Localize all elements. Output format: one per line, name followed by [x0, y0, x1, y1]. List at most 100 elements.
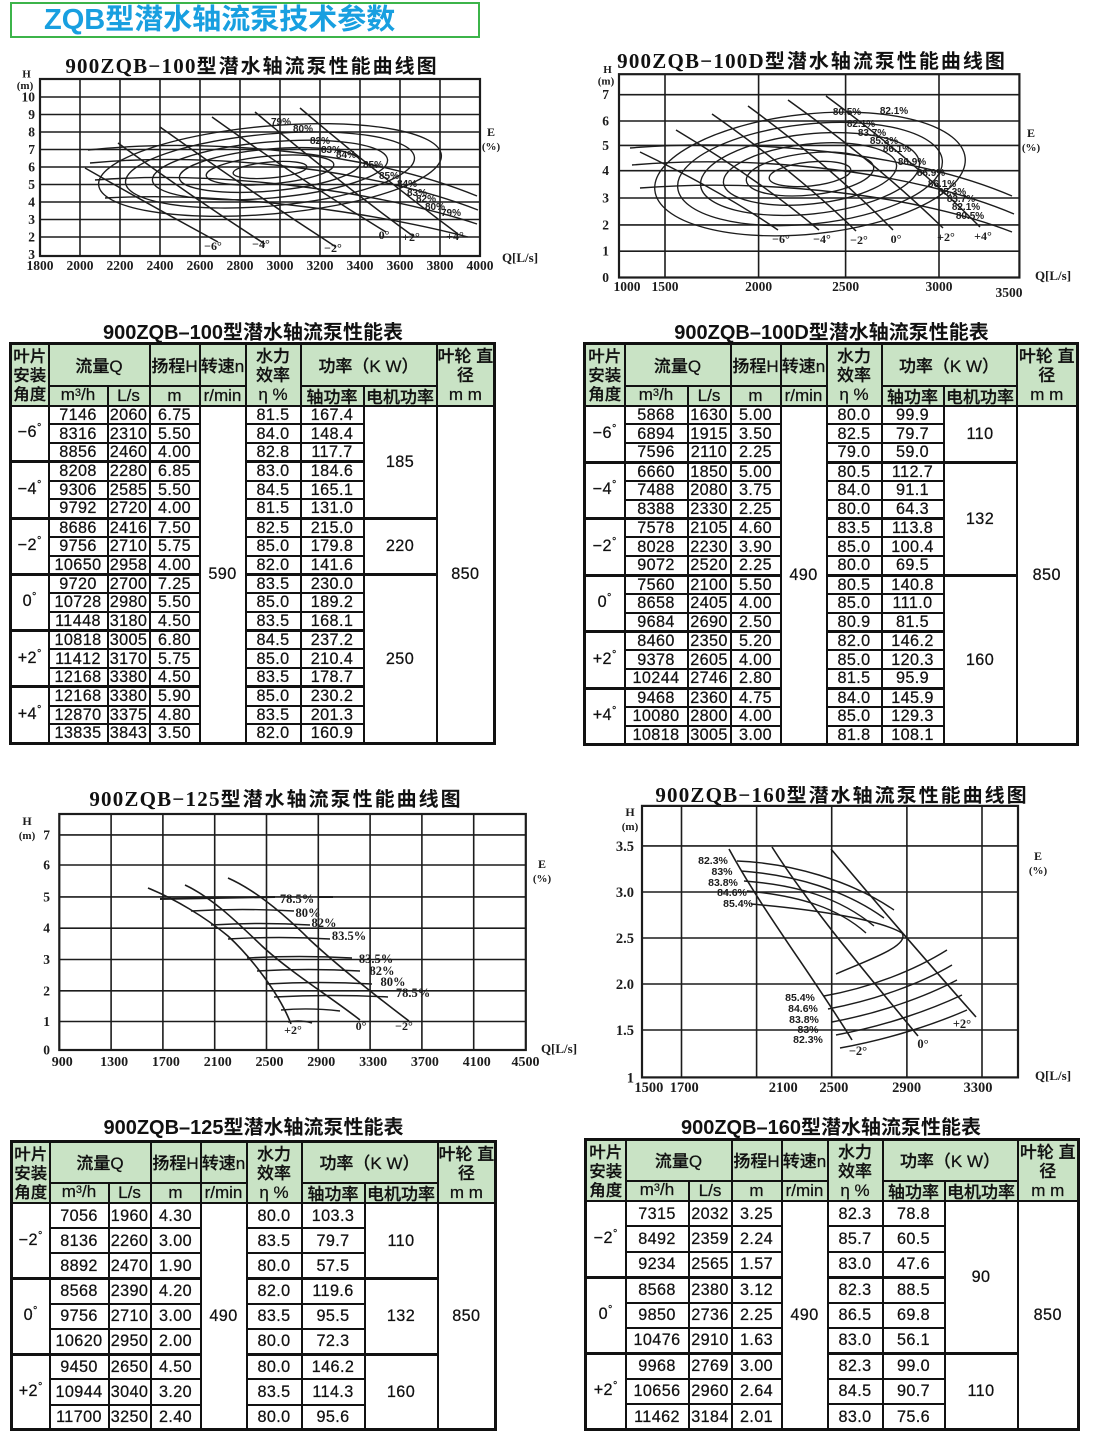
svg-text:5: 5 — [43, 889, 50, 904]
svg-text:2: 2 — [602, 217, 609, 232]
svg-text:3.0: 3.0 — [616, 885, 634, 901]
svg-text:3500: 3500 — [996, 285, 1023, 300]
svg-text:82%: 82% — [310, 136, 330, 147]
svg-text:4100: 4100 — [463, 1055, 491, 1070]
svg-text:1: 1 — [43, 1014, 50, 1029]
svg-text:2900: 2900 — [307, 1055, 335, 1070]
svg-text:0°: 0° — [356, 1019, 367, 1033]
svg-text:82%: 82% — [416, 194, 436, 205]
svg-text:83.7%: 83.7% — [858, 128, 886, 139]
svg-text:1800: 1800 — [27, 258, 54, 273]
svg-text:84.6%: 84.6% — [717, 887, 747, 899]
svg-text:2100: 2100 — [204, 1055, 232, 1070]
svg-text:−4°: −4° — [813, 232, 831, 246]
svg-text:3600: 3600 — [387, 258, 414, 273]
svg-text:(%): (%) — [533, 873, 552, 885]
svg-text:79%: 79% — [271, 117, 291, 128]
svg-text:1500: 1500 — [634, 1080, 663, 1096]
svg-text:(m): (m) — [17, 80, 34, 92]
svg-text:3: 3 — [28, 212, 35, 227]
svg-text:85.3%: 85.3% — [870, 136, 898, 147]
svg-text:5: 5 — [602, 138, 609, 153]
svg-text:2500: 2500 — [256, 1055, 284, 1070]
svg-text:4: 4 — [602, 163, 609, 178]
svg-text:85.3%: 85.3% — [938, 187, 966, 198]
svg-text:80%: 80% — [293, 124, 313, 135]
svg-text:0: 0 — [602, 270, 609, 285]
svg-text:80%: 80% — [425, 202, 445, 213]
svg-text:84.6%: 84.6% — [788, 1003, 818, 1015]
svg-text:6: 6 — [43, 858, 50, 873]
svg-text:3000: 3000 — [267, 258, 294, 273]
svg-text:4: 4 — [28, 195, 35, 210]
svg-text:2000: 2000 — [67, 258, 94, 273]
svg-text:900ZQB−100型潜水轴流泵性能曲线图: 900ZQB−100型潜水轴流泵性能曲线图 — [65, 50, 438, 79]
svg-text:80.5%: 80.5% — [833, 107, 861, 118]
svg-text:1000: 1000 — [614, 279, 641, 294]
svg-text:E: E — [538, 857, 546, 871]
svg-text:Q[L/s]: Q[L/s] — [502, 250, 538, 265]
svg-text:85%: 85% — [363, 160, 383, 171]
svg-text:3: 3 — [602, 191, 609, 206]
svg-text:83.8%: 83.8% — [708, 877, 738, 889]
svg-text:3700: 3700 — [411, 1055, 439, 1070]
svg-text:2: 2 — [43, 983, 50, 998]
svg-text:0°: 0° — [891, 232, 902, 246]
svg-text:+2°: +2° — [937, 230, 955, 244]
svg-text:79%: 79% — [441, 208, 461, 219]
svg-text:84%: 84% — [336, 150, 356, 161]
svg-text:82.1%: 82.1% — [952, 202, 980, 213]
svg-text:82.1%: 82.1% — [880, 106, 908, 117]
svg-text:85.4%: 85.4% — [723, 898, 753, 910]
svg-text:6: 6 — [602, 114, 609, 129]
svg-text:+2°: +2° — [402, 230, 420, 244]
svg-text:2600: 2600 — [187, 258, 214, 273]
svg-text:900ZQB−160型潜水轴流泵性能曲线图: 900ZQB−160型潜水轴流泵性能曲线图 — [655, 786, 1028, 808]
svg-text:7: 7 — [28, 142, 35, 157]
svg-text:(%): (%) — [1022, 142, 1041, 154]
svg-text:2200: 2200 — [107, 258, 134, 273]
svg-text:+2°: +2° — [284, 1023, 302, 1037]
svg-text:−2°: −2° — [324, 241, 342, 255]
svg-text:3300: 3300 — [964, 1080, 993, 1096]
svg-text:4000: 4000 — [467, 258, 494, 273]
svg-text:H: H — [625, 805, 635, 819]
svg-text:1: 1 — [627, 1070, 634, 1086]
svg-text:3000: 3000 — [926, 279, 953, 294]
svg-text:82%: 82% — [312, 916, 337, 930]
svg-text:3: 3 — [43, 952, 50, 967]
svg-text:2.5: 2.5 — [616, 931, 634, 947]
svg-text:−2°: −2° — [850, 233, 868, 247]
svg-text:900: 900 — [52, 1055, 73, 1070]
svg-text:83%: 83% — [321, 145, 341, 156]
svg-text:1700: 1700 — [670, 1080, 699, 1096]
svg-text:1700: 1700 — [152, 1055, 180, 1070]
svg-text:2000: 2000 — [745, 279, 772, 294]
svg-text:3400: 3400 — [347, 258, 374, 273]
svg-text:(%): (%) — [1029, 865, 1048, 877]
svg-text:83%: 83% — [797, 1024, 819, 1036]
svg-text:−6°: −6° — [772, 232, 790, 246]
svg-text:0: 0 — [43, 1043, 50, 1058]
svg-text:2.0: 2.0 — [616, 977, 634, 993]
svg-text:H: H — [22, 69, 31, 81]
svg-text:2100: 2100 — [769, 1080, 798, 1096]
svg-text:(m): (m) — [19, 830, 36, 842]
svg-text:10: 10 — [22, 90, 36, 105]
svg-text:78.5%: 78.5% — [396, 986, 430, 1000]
svg-text:3300: 3300 — [359, 1055, 387, 1070]
svg-text:1300: 1300 — [100, 1055, 128, 1070]
svg-text:(m): (m) — [622, 821, 639, 833]
svg-text:Q[L/s]: Q[L/s] — [541, 1041, 577, 1056]
svg-text:Q[L/s]: Q[L/s] — [1035, 1068, 1071, 1083]
svg-text:7: 7 — [602, 87, 609, 102]
svg-text:85.4%: 85.4% — [785, 992, 815, 1004]
svg-text:80.5%: 80.5% — [956, 211, 984, 222]
svg-text:85%: 85% — [379, 171, 399, 182]
svg-text:Q[L/s]: Q[L/s] — [1035, 268, 1071, 283]
svg-text:E: E — [487, 125, 495, 139]
svg-text:82%: 82% — [370, 964, 395, 978]
svg-text:0°: 0° — [379, 228, 390, 242]
svg-text:80%: 80% — [296, 906, 321, 920]
svg-text:83.5%: 83.5% — [359, 952, 393, 966]
